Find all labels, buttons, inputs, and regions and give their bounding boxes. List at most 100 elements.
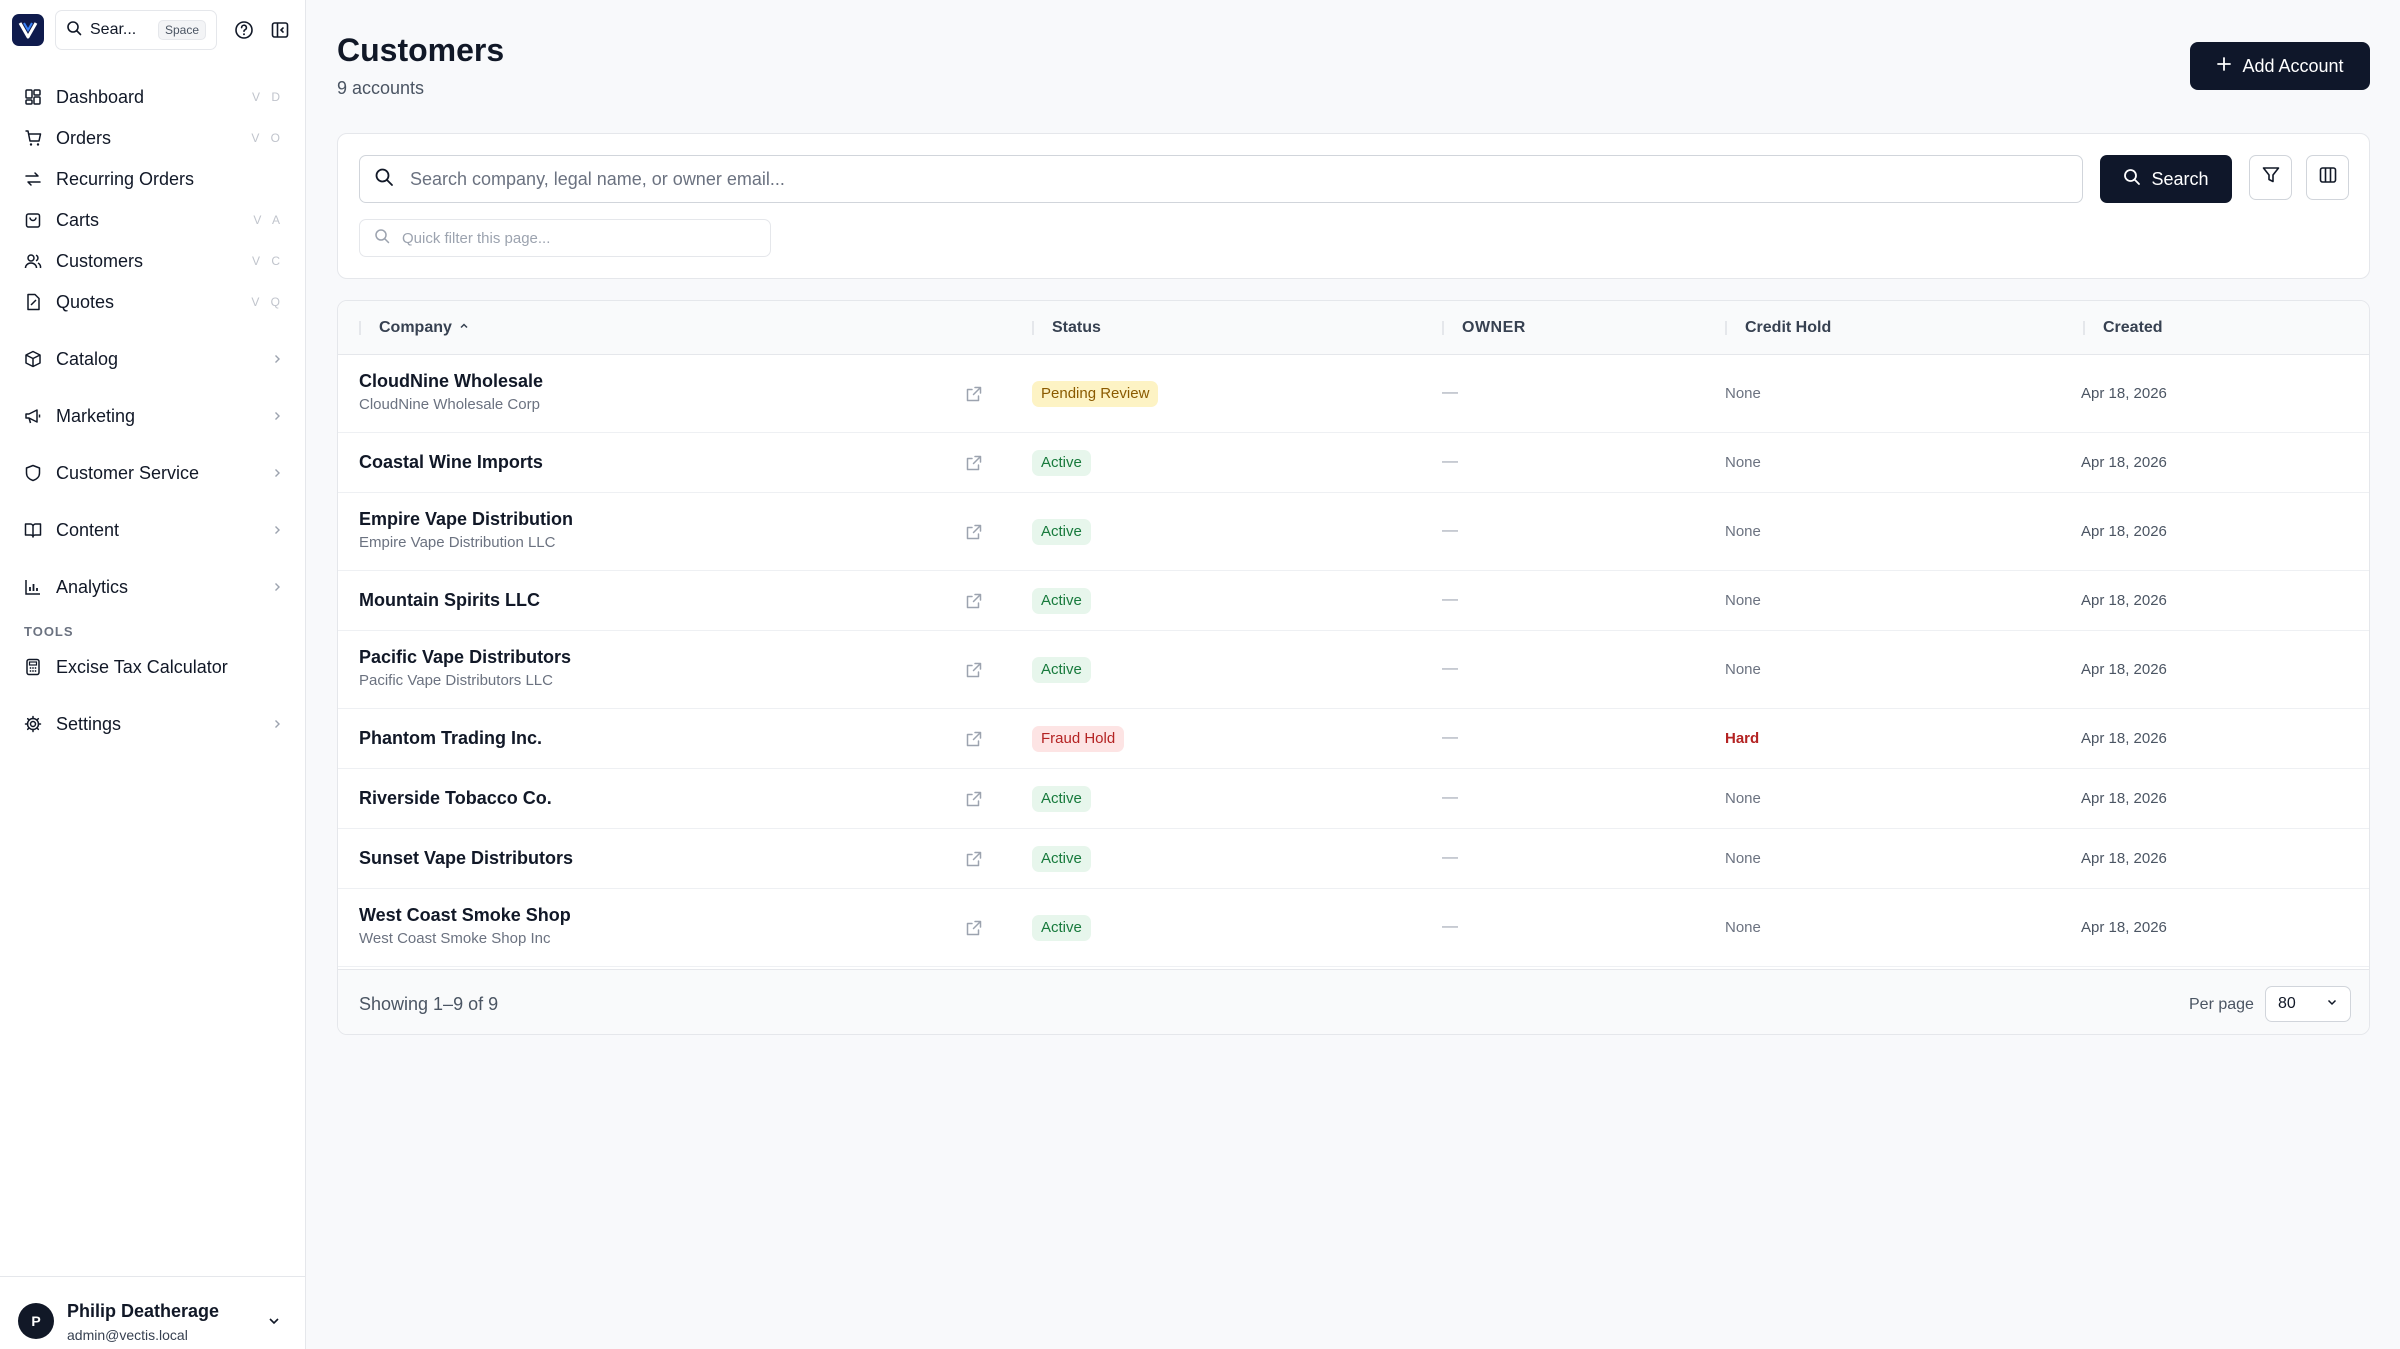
collapse-sidebar-icon[interactable] [268,18,292,42]
calculator-icon [22,656,44,678]
column-header-created[interactable]: Created [2083,319,2163,337]
column-header-label: Created [2103,319,2163,336]
sidebar-item-label: Excise Tax Calculator [56,656,228,677]
credit-hold-value: None [1725,523,1761,540]
company-name[interactable]: Coastal Wine Imports [359,452,543,472]
external-link-icon[interactable] [964,729,984,749]
company-name[interactable]: Mountain Spirits LLC [359,590,540,610]
columns-icon [2318,165,2338,190]
sidebar-item-content[interactable]: Content [14,511,292,549]
table-row[interactable]: Riverside Tobacco Co. Active — None Apr 18, … [338,769,2369,829]
chevron-down-icon[interactable] [264,1311,284,1331]
per-page-label: Per page [2189,996,2254,1013]
chevron-right-icon [270,580,284,594]
sidebar-item-settings[interactable]: Settings [14,705,292,743]
external-link-icon[interactable] [964,453,984,473]
sidebar-item-catalog[interactable]: Catalog [14,340,292,378]
sidebar-item-customers[interactable]: Customers V C [14,242,292,280]
table-row[interactable]: Mountain Spirits LLC Active — None Apr 18, 2… [338,571,2369,631]
search-icon [374,167,394,192]
sidebar-item-customer-service[interactable]: Customer Service [14,454,292,492]
external-link-icon[interactable] [964,384,984,404]
add-account-button[interactable]: Add Account [2190,42,2370,90]
external-link-icon[interactable] [964,918,984,938]
sidebar-item-label: Catalog [56,348,119,369]
shortcut-hint: V A [253,213,284,227]
company-name[interactable]: Pacific Vape Distributors [359,647,572,667]
column-header-status[interactable]: Status [1032,319,1101,337]
company-name[interactable]: Riverside Tobacco Co. [359,788,552,808]
sidebar-item-carts[interactable]: Carts V A [14,201,292,239]
cart-icon [22,127,44,149]
sidebar-search-button[interactable]: Sear... Space [55,10,217,50]
table-row[interactable]: Coastal Wine Imports Active — None Apr 18, 2… [338,433,2369,493]
company-name[interactable]: Sunset Vape Distributors [359,848,574,868]
sidebar-item-marketing[interactable]: Marketing [14,397,292,435]
company-name[interactable]: Empire Vape Distribution [359,509,574,529]
owner-value: — [1442,918,1458,935]
table-row[interactable]: West Coast Smoke Shop West Coast Smoke Sh… [338,889,2369,967]
credit-hold-value: None [1725,850,1761,867]
sidebar-item-dashboard[interactable]: Dashboard V D [14,78,292,116]
columns-button[interactable] [2306,155,2349,200]
external-link-icon[interactable] [964,849,984,869]
column-header-owner[interactable]: OWNER [1442,319,1526,337]
sidebar-item-label: Orders [56,127,112,148]
sidebar-item-recurring-orders[interactable]: Recurring Orders [14,160,292,198]
search-panel: Search [337,133,2370,279]
app-logo[interactable] [12,14,44,46]
plus-icon [2216,56,2232,77]
credit-hold-value: None [1725,919,1761,936]
table-header: Company Status OWNER Credit Hold Created [338,301,2369,355]
owner-value: — [1442,849,1458,866]
chevron-right-icon [270,466,284,480]
help-icon[interactable] [232,18,256,42]
chevron-right-icon [270,409,284,423]
sidebar: Sear... Space Dashboard V D Orders V O R… [0,0,306,1349]
chevron-right-icon [270,352,284,366]
per-page-select[interactable]: 80 [2265,986,2351,1022]
sidebar-item-label: Analytics [56,576,129,597]
sidebar-item-excise-tax-calculator[interactable]: Excise Tax Calculator [14,648,292,686]
user-menu[interactable]: P Philip Deatherage admin@vectis.local [0,1276,306,1349]
customers-table: Company Status OWNER Credit Hold Created… [337,300,2370,1035]
created-date: Apr 18, 2026 [2081,790,2167,807]
table-row[interactable]: CloudNine Wholesale CloudNine Wholesale C… [338,355,2369,433]
table-row[interactable]: Sunset Vape Distributors Active — None Apr 1… [338,829,2369,889]
external-link-icon[interactable] [964,522,984,542]
quick-filter-input[interactable] [402,229,756,247]
legal-name: CloudNine Wholesale Corp [359,396,540,413]
external-link-icon[interactable] [964,789,984,809]
sidebar-item-label: Customer Service [56,462,200,483]
user-email: admin@vectis.local [67,1327,188,1343]
search-input[interactable] [410,168,2068,190]
shortcut-hint: V C [251,254,284,268]
external-link-icon[interactable] [964,591,984,611]
table-row[interactable]: Phantom Trading Inc. Fraud Hold — Hard Apr 1… [338,709,2369,769]
company-name[interactable]: West Coast Smoke Shop [359,905,571,925]
company-name[interactable]: CloudNine Wholesale [359,371,544,391]
add-account-label: Add Account [2242,55,2344,76]
sidebar-item-orders[interactable]: Orders V O [14,119,292,157]
sidebar-item-analytics[interactable]: Analytics [14,568,292,606]
created-date: Apr 18, 2026 [2081,523,2167,540]
search-button[interactable]: Search [2100,155,2232,203]
sort-ascending-icon [458,319,470,337]
quick-filter-field[interactable] [359,219,771,257]
column-header-credit-hold[interactable]: Credit Hold [1725,319,1831,337]
status-badge: Pending Review [1032,381,1159,407]
legal-name: Empire Vape Distribution LLC [359,534,556,551]
external-link-icon[interactable] [964,660,984,680]
quote-icon [22,291,44,313]
sidebar-item-quotes[interactable]: Quotes V Q [14,283,292,321]
search-field[interactable] [359,155,2083,203]
credit-hold-value: Hard [1725,730,1760,747]
shortcut-hint: V D [251,90,284,104]
sidebar-item-label: Content [56,519,120,540]
company-name[interactable]: Phantom Trading Inc. [359,728,543,748]
status-badge: Active [1032,915,1091,941]
filter-button[interactable] [2249,155,2292,200]
column-header-company[interactable]: Company [359,319,470,337]
table-row[interactable]: Pacific Vape Distributors Pacific Vape Di… [338,631,2369,709]
table-row[interactable]: Empire Vape Distribution Empire Vape Dist… [338,493,2369,571]
